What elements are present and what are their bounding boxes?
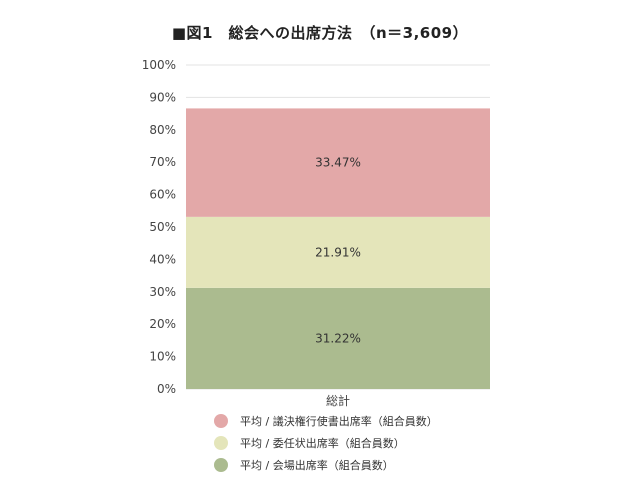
bar-layer: 31.22% 21.91% 33.47% xyxy=(186,108,490,389)
x-axis-ticks: 総計 xyxy=(326,393,350,408)
legend: 平均 / 議決権行使書出席率（組合員数） 平均 / 委任状出席率（組合員数） 平… xyxy=(214,410,514,476)
legend-swatch-3 xyxy=(214,458,228,472)
y-tick-label: 50% xyxy=(149,220,176,234)
bar-segment-2 xyxy=(186,216,490,288)
legend-swatch-1 xyxy=(214,414,228,428)
y-tick-label: 30% xyxy=(149,285,176,299)
legend-label: 平均 / 議決権行使書出席率（組合員数） xyxy=(240,415,438,428)
y-tick-label: 90% xyxy=(149,90,176,104)
legend-item: 平均 / 会場出席率（組合員数） xyxy=(214,454,514,476)
bar-segment-3 xyxy=(186,108,490,217)
chart-title: ■図1 総会への出席方法 （n＝3,609） xyxy=(171,24,469,42)
y-tick-label: 0% xyxy=(157,382,176,396)
y-tick-label: 100% xyxy=(142,58,176,72)
bar-data-label: 33.47% xyxy=(315,156,361,170)
bar-data-label: 21.91% xyxy=(315,245,361,259)
y-tick-label: 10% xyxy=(149,350,176,364)
bar-data-label: 31.22% xyxy=(315,331,361,345)
legend-item: 平均 / 議決権行使書出席率（組合員数） xyxy=(214,410,514,432)
y-tick-label: 60% xyxy=(149,188,176,202)
x-tick-label: 総計 xyxy=(326,393,350,408)
y-axis-ticks: 0% 10% 20% 30% 40% 50% 60% 70% 80% 90% 100% xyxy=(142,58,176,396)
y-tick-label: 80% xyxy=(149,123,176,137)
legend-label: 平均 / 委任状出席率（組合員数） xyxy=(240,437,405,450)
bar-segment-1 xyxy=(186,287,490,389)
y-tick-label: 70% xyxy=(149,155,176,169)
legend-item: 平均 / 委任状出席率（組合員数） xyxy=(214,432,514,454)
legend-swatch-2 xyxy=(214,436,228,450)
legend-label: 平均 / 会場出席率（組合員数） xyxy=(240,459,394,472)
y-tick-label: 40% xyxy=(149,252,176,266)
y-tick-label: 20% xyxy=(149,317,176,331)
